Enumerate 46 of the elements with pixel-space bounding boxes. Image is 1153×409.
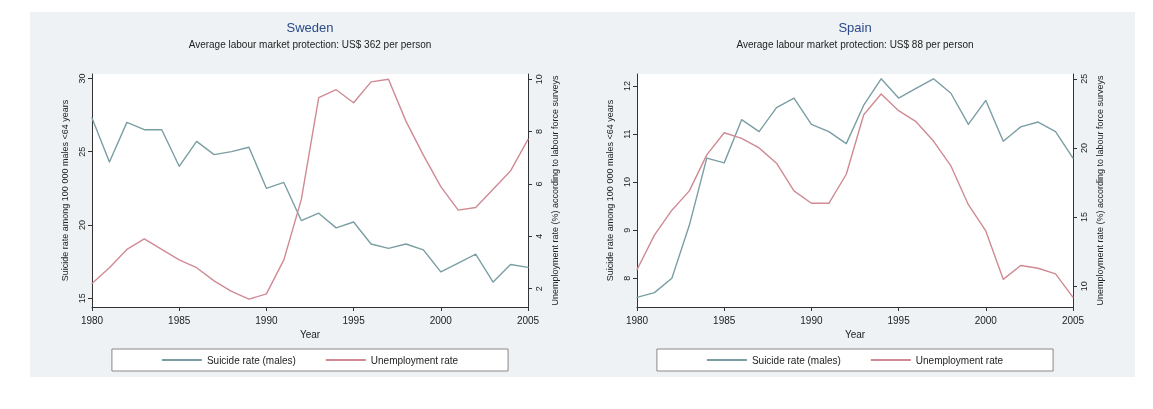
chart-title: Sweden <box>286 20 334 35</box>
x-tick-label: 2000 <box>974 314 998 326</box>
y2-axis-title: Unemployment rate (%) according to labour force surveys <box>1095 74 1106 306</box>
chart-title: Spain <box>838 20 872 35</box>
y-axis-title: Suicide rate among 100 000 males <64 years <box>59 99 70 282</box>
legend-label: Suicide rate (males) <box>751 354 841 366</box>
x-tick-label: 1995 <box>887 314 911 326</box>
x-tick-label: 1990 <box>255 314 278 326</box>
x-tick-label: 2000 <box>429 314 453 326</box>
line-series <box>91 78 529 300</box>
x-tick-label: 1980 <box>80 314 104 326</box>
y-tick-label: 25 <box>76 146 87 157</box>
y2-axis-title: Unemployment rate (%) according to labour force surveys <box>550 74 561 306</box>
y2-tick-label: 6 <box>533 181 544 187</box>
chart-subtitle: Average labour market protection: US$ 362 per person <box>188 38 432 50</box>
x-tick-label: 1985 <box>168 314 191 326</box>
y-tick-label: 15 <box>76 293 87 304</box>
x-tick-label: 1990 <box>800 314 823 326</box>
legend-label: Unemployment rate <box>915 354 1004 366</box>
y2-tick-label: 15 <box>1078 212 1089 223</box>
y2-tick-label: 10 <box>533 74 544 85</box>
y-tick-label: 8 <box>621 275 632 281</box>
y2-tick-label: 8 <box>533 129 544 135</box>
y2-tick-label: 20 <box>1078 142 1089 153</box>
x-axis-title: Year <box>299 329 321 341</box>
y2-tick-label: 10 <box>1078 281 1089 292</box>
y-tick-label: 9 <box>621 227 632 233</box>
x-axis-title: Year <box>844 329 866 341</box>
y-tick-label: 12 <box>621 81 632 92</box>
x-tick-label: 2005 <box>516 314 540 326</box>
y-tick-label: 11 <box>621 129 632 139</box>
x-tick-label: 2005 <box>1061 314 1085 326</box>
y2-tick-label: 2 <box>533 286 544 292</box>
y-axis-title: Suicide rate among 100 000 males <64 years <box>604 99 615 282</box>
y-tick-label: 30 <box>76 73 87 84</box>
y2-tick-label: 25 <box>1078 73 1089 84</box>
chart-subtitle: Average labour market protection: US$ 88 per person <box>736 38 974 50</box>
x-tick-label: 1980 <box>625 314 649 326</box>
legend-label: Unemployment rate <box>370 354 459 366</box>
y2-tick-label: 4 <box>533 233 544 239</box>
x-tick-label: 1985 <box>713 314 736 326</box>
legend-label: Suicide rate (males) <box>206 354 296 366</box>
y-tick-label: 10 <box>621 177 632 188</box>
x-tick-label: 1995 <box>342 314 366 326</box>
line-series <box>91 117 529 283</box>
y-tick-label: 20 <box>76 219 87 230</box>
